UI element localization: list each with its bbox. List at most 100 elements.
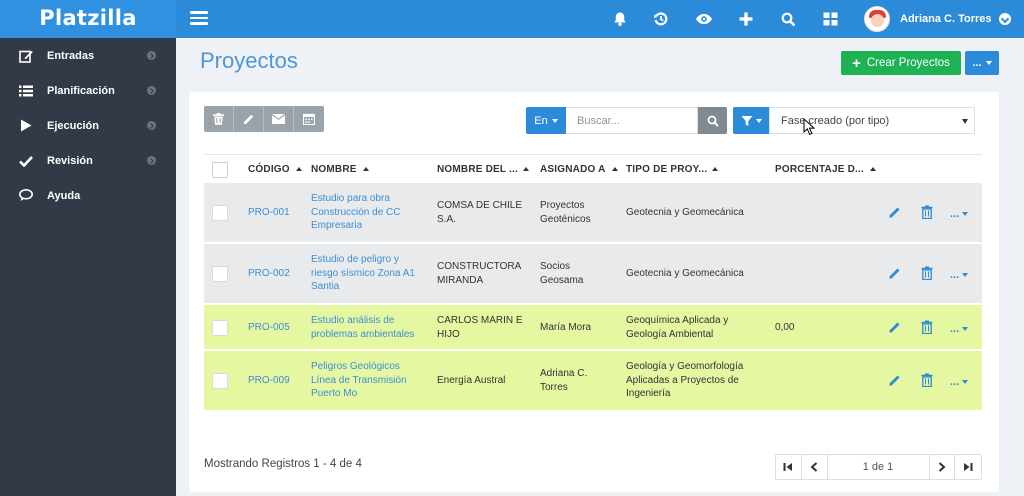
chevron-right-icon [147,121,156,130]
cell-line: Empresaria [311,220,363,231]
sidebar-item-ayuda[interactable]: Ayuda [0,178,176,213]
user-name: Adriana C. Torres [900,13,992,25]
sidebar-item-label: Planificación [47,84,115,97]
last-page-button[interactable] [955,455,981,479]
column-header-codigo[interactable]: CÓDIGO [248,155,302,183]
project-name-link[interactable]: Estudio de peligro y riesgo sísmico Zona… [311,253,429,294]
row-more-button[interactable]: ... [950,208,969,220]
trash-icon[interactable] [920,205,934,219]
table-row[interactable]: PRO-002 Estudio de peligro y riesgo sísm… [204,244,982,304]
calendar-icon [303,113,315,125]
cell-line: Adriana C. [540,368,588,379]
prev-page-button[interactable] [802,455,828,479]
create-project-button[interactable]: + Crear Proyectos [841,51,961,75]
cell-line: Peligros Geológicos [311,361,400,372]
project-name-link[interactable]: Peligros Geológicos Línea de Transmisión… [311,360,426,401]
row-checkbox[interactable] [212,266,228,282]
history-icon[interactable] [651,9,671,29]
cell-line: Geoquímica Aplicada y [626,315,729,326]
calendar-button[interactable] [294,106,324,132]
pencil-icon[interactable] [888,373,902,387]
filter-button[interactable] [733,107,769,134]
row-more-label: ... [950,208,960,220]
delete-button[interactable] [204,106,234,132]
table-row[interactable]: PRO-005 Estudio análisis de problemas am… [204,305,982,350]
edit-button[interactable] [234,106,264,132]
chevron-left-icon [810,462,818,472]
eye-icon[interactable] [694,9,714,29]
table-header: CÓDIGO NOMBRE NOMBRE DEL ... ASIGNADO A … [204,154,982,182]
sidebar-item-entradas[interactable]: Entradas [0,38,176,73]
project-code-link[interactable]: PRO-005 [248,322,290,333]
client-cell: Energía Austral [437,374,505,388]
avatar [864,6,890,32]
trash-icon[interactable] [920,373,934,387]
row-more-button[interactable]: ... [950,269,969,281]
chevron-right-icon [147,51,156,60]
more-actions-button[interactable]: ... [965,51,999,75]
last-page-icon [964,463,973,471]
grid-icon[interactable] [820,9,840,29]
check-icon [18,153,34,169]
menu-toggle-icon[interactable] [190,11,208,25]
sort-icon [295,167,302,171]
page-input[interactable]: 1 de 1 [828,455,930,479]
project-code-link[interactable]: PRO-009 [248,375,290,386]
cell-line: María Mora [540,322,592,333]
column-header-label: NOMBRE [311,163,357,175]
bell-icon[interactable] [610,9,630,29]
project-name-link[interactable]: Estudio para obra Construcción de CC Emp… [311,192,426,233]
search-input[interactable] [566,107,698,134]
sort-icon [712,167,718,171]
chevron-right-icon [147,156,156,165]
column-header-porcentaje[interactable]: PORCENTAJE D... [775,155,876,183]
table-row[interactable]: PRO-001 Estudio para obra Construcción d… [204,183,982,243]
pencil-icon[interactable] [888,266,902,280]
pencil-icon[interactable] [888,205,902,219]
search-scope-dropdown[interactable]: En [526,107,566,134]
row-more-button[interactable]: ... [950,323,969,335]
select-all-checkbox[interactable] [212,162,228,178]
sidebar-item-planificacion[interactable]: Planificación [0,73,176,108]
cell-line: Geoténicos [540,213,591,225]
row-checkbox[interactable] [212,205,228,221]
filter-select[interactable]: Fase creado (por tipo) [769,107,975,134]
filter-select-value: Fase creado (por tipo) [781,114,890,127]
table-row[interactable]: PRO-009 Peligros Geológicos Línea de Tra… [204,351,982,411]
column-header-tipo[interactable]: TIPO DE PROY... [626,155,718,183]
sidebar-item-label: Ayuda [47,189,81,202]
trash-icon[interactable] [920,320,934,334]
pencil-icon[interactable] [888,320,902,334]
cell-line: Socios [540,261,571,272]
search-button[interactable] [698,107,727,134]
assignee-cell: Socios Geosama [540,260,583,287]
search-icon[interactable] [778,9,798,29]
cell-line: Geología Ambiental [626,328,714,340]
email-button[interactable] [264,106,294,132]
column-header-cliente[interactable]: NOMBRE DEL ... [437,155,529,183]
row-more-button[interactable]: ... [950,376,969,388]
sort-icon [523,167,529,171]
project-code-link[interactable]: PRO-001 [248,207,290,218]
cell-line: Torres [540,381,568,393]
next-page-button[interactable] [930,455,956,479]
sidebar-item-revision[interactable]: Revisión [0,143,176,178]
column-header-label: TIPO DE PROY... [626,163,708,175]
brand-logo[interactable]: Platzilla [0,0,176,38]
row-checkbox[interactable] [212,320,228,336]
bulk-actions-toolbar [204,106,324,132]
first-page-button[interactable] [776,455,802,479]
project-name-link[interactable]: Estudio análisis de problemas ambientale… [311,314,431,341]
column-header-asignado[interactable]: ASIGNADO A [540,155,618,183]
cell-line: HIJO [437,328,460,340]
project-code-link[interactable]: PRO-002 [248,268,290,279]
sidebar-item-ejecucion[interactable]: Ejecución [0,108,176,143]
user-menu[interactable]: Adriana C. Torres [864,4,1011,34]
trash-icon[interactable] [920,266,934,280]
cell-line: COMSA DE CHILE [437,200,523,211]
plus-icon[interactable] [736,9,756,29]
envelope-icon [272,114,285,124]
row-checkbox[interactable] [212,373,228,389]
column-header-label: CÓDIGO [248,163,290,175]
column-header-nombre[interactable]: NOMBRE [311,155,369,183]
